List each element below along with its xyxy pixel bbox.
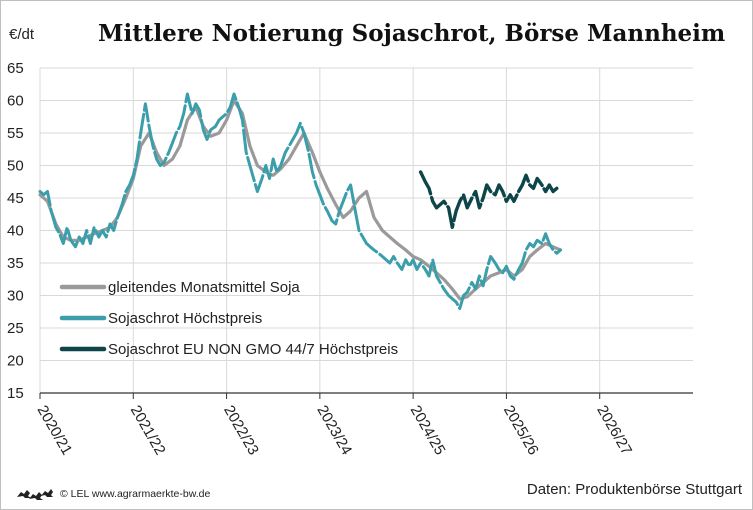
y-axis-ticks: 15 20 25 30 35 40 45 50 55 60 65	[7, 60, 24, 402]
y-tick-label: 35	[7, 255, 24, 272]
legend-label-1: Sojaschrot Höchstpreis	[108, 310, 262, 327]
y-tick-label: 65	[7, 60, 24, 77]
x-axis-ticks: 2020/21 2021/22 2022/23 2023/24 2024/25 2025/…	[34, 393, 635, 458]
chart-title: Mittlere Notierung Sojaschrot, Börse Man…	[98, 20, 726, 47]
x-tick-label: 2024/25	[407, 403, 449, 458]
y-tick-label: 20	[7, 353, 24, 370]
y-tick-label: 50	[7, 158, 24, 175]
data-source: Daten: Produktenbörse Stuttgart	[526, 481, 742, 498]
y-tick-label: 15	[7, 385, 24, 402]
x-tick-label: 2021/22	[127, 403, 169, 458]
x-tick-label: 2023/24	[313, 403, 355, 458]
grid-lines	[39, 67, 693, 394]
y-tick-label: 55	[7, 125, 24, 142]
y-tick-label: 45	[7, 190, 24, 207]
legend-label-2: Sojaschrot EU NON GMO 44/7 Höchstpreis	[108, 341, 398, 358]
y-tick-label: 30	[7, 288, 24, 305]
series-lines	[38, 92, 563, 310]
series-line-0	[38, 98, 563, 301]
x-tick-label: 2020/21	[34, 403, 76, 458]
y-axis-unit-label: €/dt	[9, 26, 35, 43]
legend: gleitendes Monatsmittel Soja Sojaschrot H…	[59, 279, 398, 358]
y-tick-label: 40	[7, 223, 24, 240]
y-tick-label: 25	[7, 320, 24, 337]
x-tick-label: 2026/27	[593, 403, 635, 458]
series-line-1	[38, 92, 562, 310]
footer-copyright: © LEL www.agrarmaerkte-bw.de	[16, 487, 210, 501]
baden-wuerttemberg-lions-icon	[17, 489, 53, 500]
series-line-2	[418, 170, 559, 229]
x-tick-label: 2025/26	[500, 403, 542, 458]
legend-label-0: gleitendes Monatsmittel Soja	[108, 279, 300, 296]
x-tick-label: 2022/23	[220, 403, 262, 458]
y-tick-label: 60	[7, 93, 24, 110]
copyright-text: © LEL www.agrarmaerkte-bw.de	[60, 487, 211, 500]
